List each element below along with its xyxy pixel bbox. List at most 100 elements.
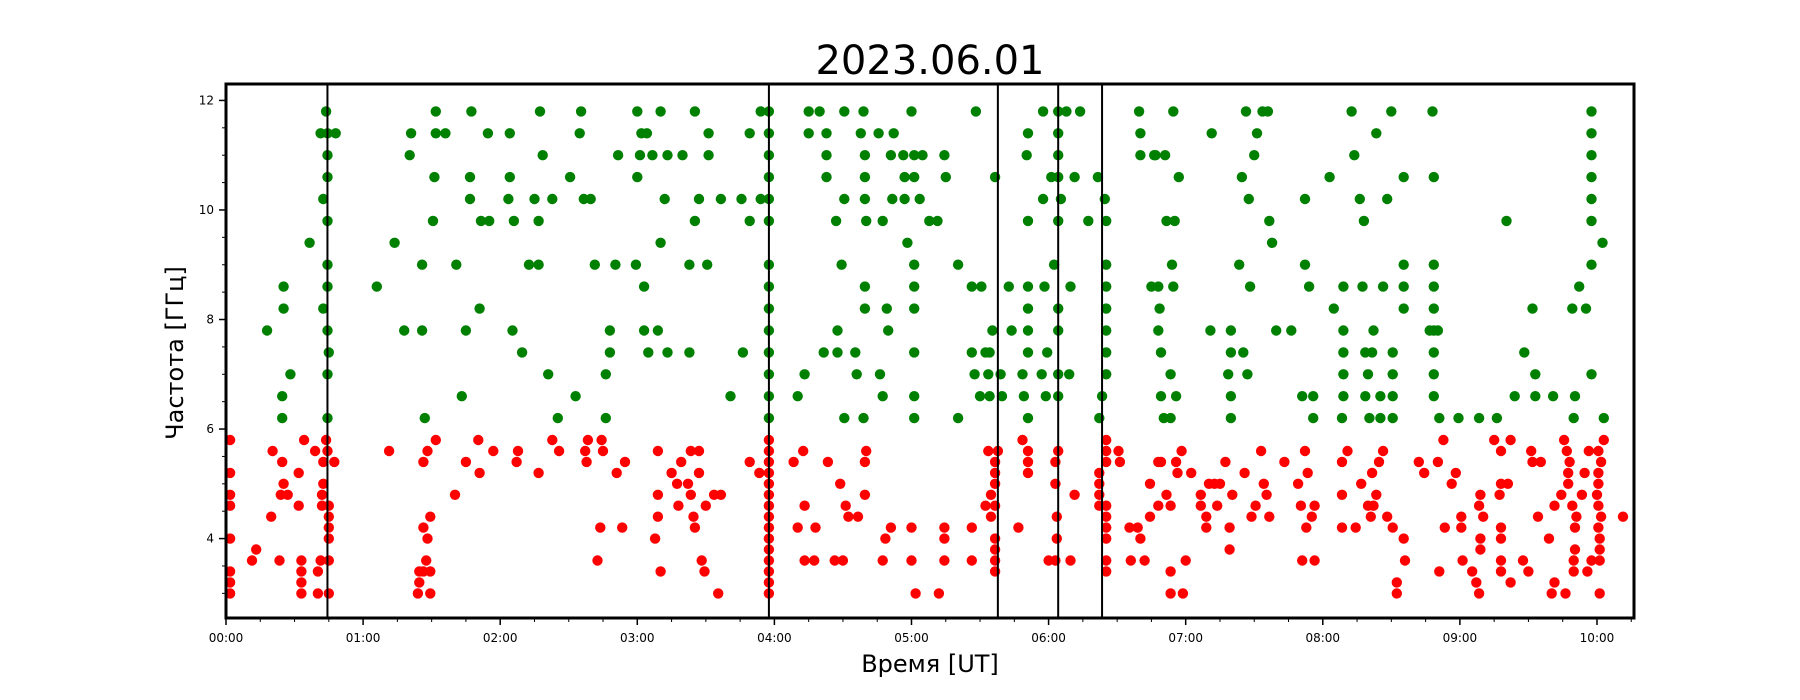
green-point (898, 150, 909, 161)
red-point (715, 489, 727, 500)
green-point (909, 347, 920, 358)
green-point (859, 281, 871, 292)
green-point (1003, 281, 1014, 292)
red-point (1502, 478, 1514, 489)
green-point (1434, 412, 1445, 424)
red-point (1013, 522, 1024, 533)
red-point (1434, 566, 1445, 577)
red-point (835, 478, 846, 489)
green-point (1069, 171, 1080, 183)
red-point (1571, 511, 1582, 522)
green-point (974, 391, 986, 402)
green-point (1338, 347, 1349, 358)
red-point (713, 588, 724, 599)
green-point (1271, 325, 1282, 336)
red-point (533, 467, 544, 479)
green-point (482, 128, 494, 139)
green-point (932, 215, 943, 227)
red-point (421, 555, 432, 566)
green-point (1022, 412, 1034, 424)
red-point (1475, 489, 1486, 500)
green-point (1324, 171, 1335, 183)
red-point (985, 511, 997, 522)
green-point (1387, 412, 1398, 424)
green-point (814, 106, 825, 117)
green-point (610, 259, 621, 270)
green-point (508, 215, 520, 227)
green-point (643, 347, 654, 358)
green-point (655, 237, 666, 248)
red-point (843, 511, 854, 522)
red-point (1212, 500, 1223, 511)
red-point (1214, 478, 1226, 489)
green-point (1519, 347, 1530, 358)
green-point (1398, 259, 1409, 270)
green-point (516, 347, 528, 358)
red-point (1563, 467, 1574, 479)
red-point (425, 511, 436, 522)
red-point (1065, 555, 1076, 566)
red-point (282, 489, 293, 500)
red-point (597, 445, 609, 457)
red-point (1172, 467, 1183, 479)
green-point (564, 171, 576, 183)
green-point (484, 215, 495, 227)
red-point (1568, 566, 1579, 577)
red-point (652, 511, 664, 522)
red-point (1549, 500, 1560, 511)
green-point (430, 106, 441, 117)
red-point (1495, 566, 1507, 577)
red-point (1594, 533, 1605, 544)
green-point (1262, 106, 1274, 117)
red-point (910, 588, 921, 599)
red-point (1457, 555, 1468, 566)
green-point (1375, 412, 1386, 424)
green-point (1133, 106, 1145, 117)
green-point (543, 369, 554, 380)
red-point (1301, 522, 1312, 533)
green-point (1161, 215, 1172, 227)
green-point (966, 347, 977, 358)
red-point (474, 467, 485, 479)
red-point (617, 522, 628, 533)
red-point (1309, 500, 1320, 511)
red-point (1161, 489, 1172, 500)
green-point (1223, 369, 1234, 380)
red-point (671, 478, 683, 489)
red-point (699, 566, 710, 577)
red-point (1195, 489, 1207, 500)
green-point (1567, 303, 1578, 314)
red-point (1561, 445, 1573, 457)
green-point (821, 171, 832, 183)
red-point (798, 445, 809, 457)
green-point (604, 325, 616, 336)
red-point (649, 533, 661, 544)
green-point (1387, 347, 1398, 358)
green-point (655, 106, 666, 117)
green-point (323, 347, 334, 358)
red-point (906, 522, 917, 533)
green-point (1308, 412, 1319, 424)
green-point (638, 281, 650, 292)
green-point (1346, 106, 1357, 117)
green-point (1155, 391, 1167, 402)
green-point (887, 193, 898, 205)
event-lines (326, 84, 1104, 618)
green-point (1366, 347, 1378, 358)
green-point (419, 412, 430, 424)
red-point (1139, 555, 1150, 566)
green-point (1040, 391, 1052, 402)
red-point (1220, 456, 1231, 468)
red-point (1022, 456, 1034, 468)
green-point (873, 128, 884, 139)
green-point (909, 259, 920, 270)
green-point (1473, 412, 1485, 424)
red-point (1336, 456, 1348, 468)
green-point (1225, 391, 1237, 402)
red-point (1471, 577, 1482, 588)
red-point (1593, 467, 1604, 479)
red-point (685, 489, 696, 500)
red-point (274, 555, 285, 566)
green-point (466, 106, 477, 117)
green-point (1360, 391, 1371, 402)
